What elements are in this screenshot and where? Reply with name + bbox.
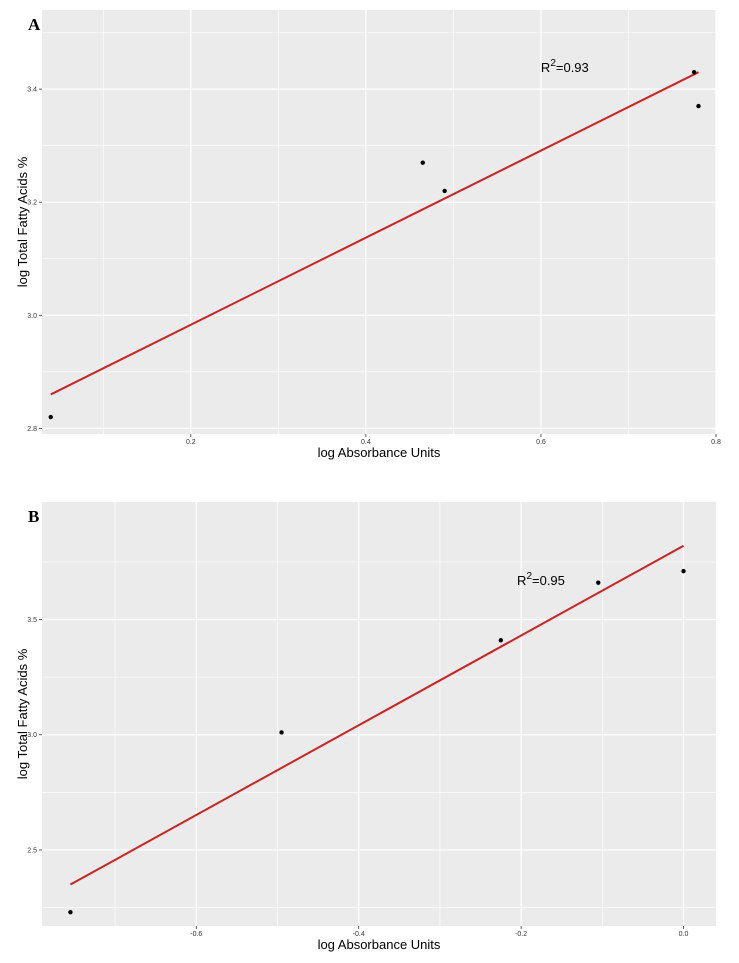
y-axis-title: log Total Fatty Acids % xyxy=(15,156,30,287)
x-tick-label: 0.6 xyxy=(536,439,546,446)
data-point xyxy=(420,160,425,165)
panel-a: 0.2 0.4 0.6 0.8 2.8 3.0 3.2 3.4 R2=0.93 log Absor… xyxy=(15,10,721,460)
panel-label: B xyxy=(28,507,39,526)
y-axis-title: log Total Fatty Acids % xyxy=(15,648,30,779)
r-squared-annotation: R2=0.95 xyxy=(517,571,565,588)
x-tick-label: -0.6 xyxy=(190,931,202,938)
regression-line xyxy=(50,71,699,396)
data-point xyxy=(279,730,284,735)
y-tick-label: 3.5 xyxy=(27,617,37,624)
r-squared-superscript: 2 xyxy=(526,571,532,582)
data-point xyxy=(498,638,504,643)
x-tick-label: 0.8 xyxy=(711,439,721,446)
panel-b: -0.6 -0.4 -0.2 0.0 2.5 3.0 3.5 R2=0.95 log Absor… xyxy=(15,502,716,952)
y-tick-label: 3.2 xyxy=(27,200,37,207)
r-squared-value: =0.95 xyxy=(532,573,565,588)
data-point xyxy=(681,568,686,574)
y-tick-label: 2.8 xyxy=(27,426,37,433)
r-squared-base: R xyxy=(517,573,526,588)
x-axis-title: log Absorbance Units xyxy=(318,445,441,460)
r-squared-annotation: R2=0.93 xyxy=(541,58,589,75)
data-point xyxy=(48,414,53,420)
x-tick-label: 0.4 xyxy=(361,439,371,446)
data-point xyxy=(442,188,447,194)
plot-background xyxy=(42,10,716,434)
y-tick-label: 2.5 xyxy=(27,847,37,854)
data-point xyxy=(596,580,601,585)
x-tick-label: 0.0 xyxy=(679,931,689,938)
r-squared-value: =0.93 xyxy=(556,60,589,75)
x-tick-label: 0.2 xyxy=(186,439,196,446)
y-tick-label: 3.4 xyxy=(27,87,37,94)
y-tick-label: 3.0 xyxy=(27,732,37,739)
r-squared-superscript: 2 xyxy=(550,58,556,69)
y-tick-label: 3.0 xyxy=(27,313,37,320)
x-axis-title: log Absorbance Units xyxy=(318,937,441,952)
data-point xyxy=(696,103,701,109)
r-squared-base: R xyxy=(541,60,550,75)
x-tick-label: -0.4 xyxy=(353,931,365,938)
panel-label: A xyxy=(28,15,41,34)
x-tick-label: -0.2 xyxy=(515,931,527,938)
regression-line xyxy=(69,544,685,886)
data-point xyxy=(68,909,73,915)
data-point xyxy=(691,69,697,75)
